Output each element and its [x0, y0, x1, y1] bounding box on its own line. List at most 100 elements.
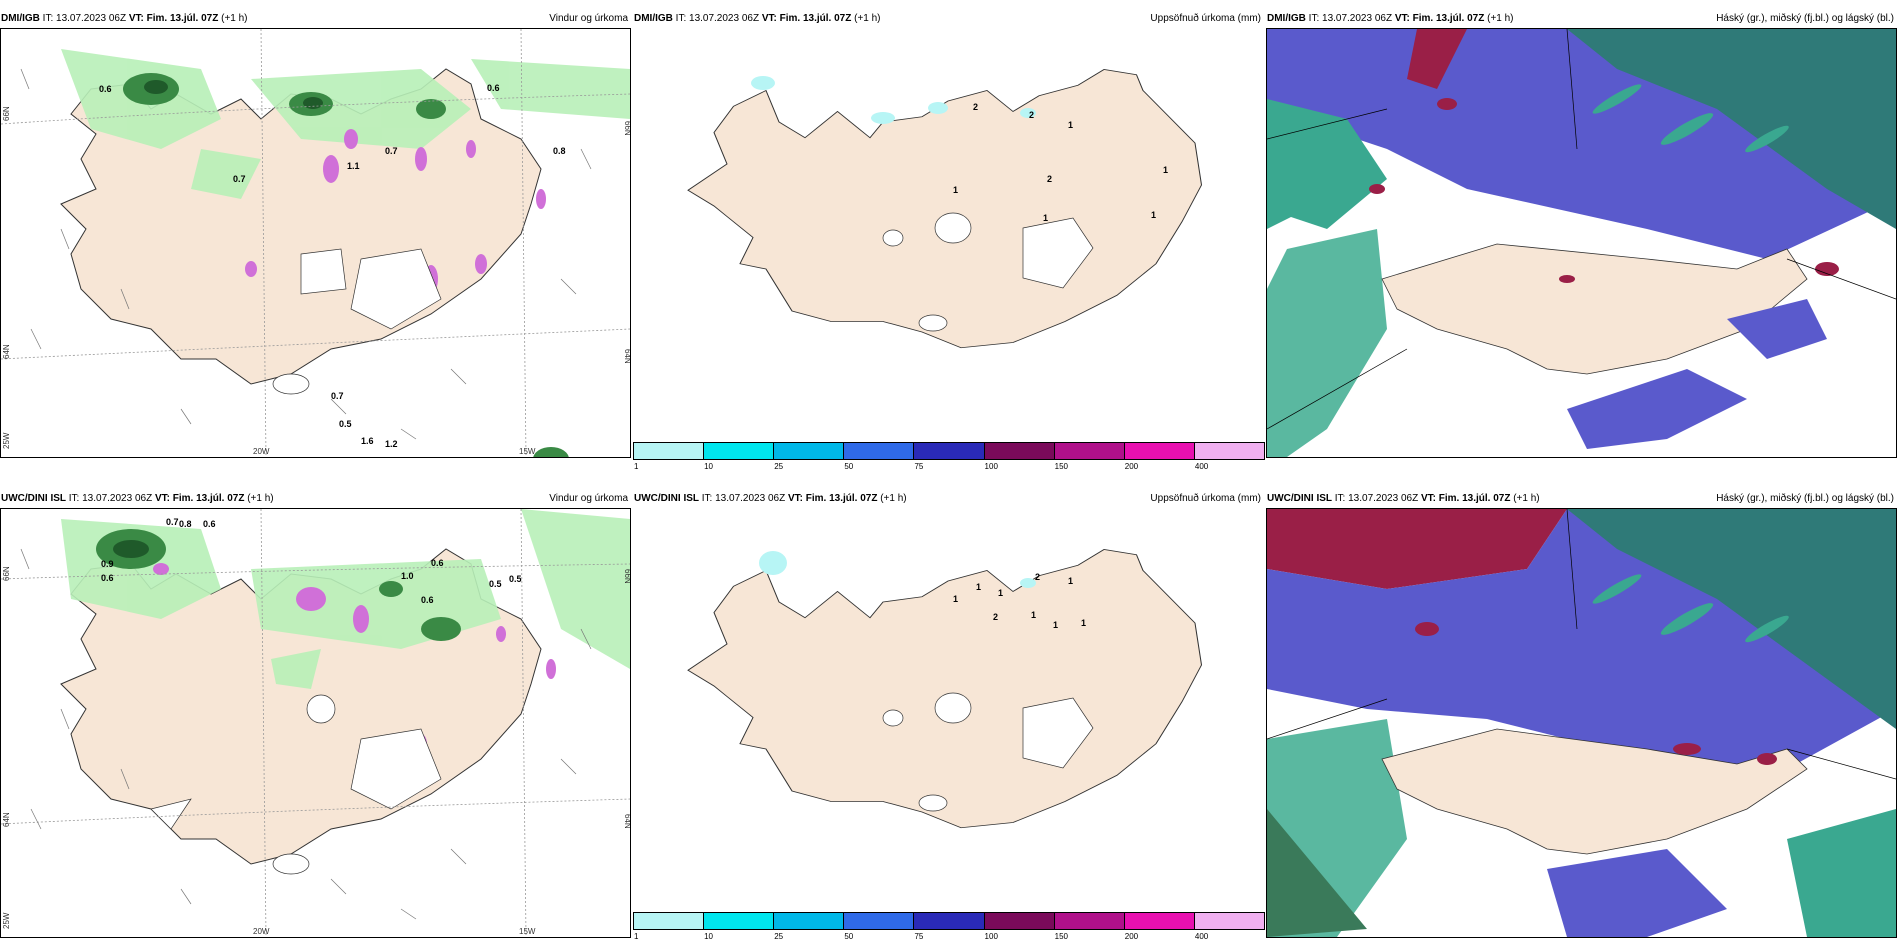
panel-header: DMI/IGB IT: 13.07.2023 06Z VT: Fim. 13.j…: [633, 10, 1264, 28]
precip-value: 0.7: [385, 146, 398, 156]
colorbar-tick: 200: [1124, 932, 1139, 941]
accum-value: 1: [1043, 213, 1048, 223]
init-time: IT: 13.07.2023 06Z: [68, 493, 153, 504]
panel-title: Vindur og úrkoma: [549, 13, 628, 24]
colorbar-swatch: [773, 442, 845, 460]
colorbar-swatch: [913, 912, 985, 930]
init-time: IT: 13.07.2023 06Z: [42, 13, 127, 24]
panel-header: UWC/DINI ISL IT: 13.07.2023 06Z VT: Fim.…: [1266, 490, 1897, 508]
valid-time: VT: Fim. 13.júl. 07Z: [1394, 13, 1485, 24]
accum-value: 1: [953, 594, 958, 604]
valid-time: VT: Fim. 13.júl. 07Z: [128, 13, 219, 24]
model-name: DMI/IGB: [1, 13, 40, 24]
precip-value: 0.6: [99, 84, 112, 94]
accum-value: 1: [998, 588, 1003, 598]
lon-label-25w: 25W: [2, 912, 11, 929]
precip-value: 0.7: [233, 174, 246, 184]
colorbar-tick: 150: [1054, 932, 1069, 941]
precip-value: 0.6: [487, 83, 500, 93]
panel-clouds-uwc: UWC/DINI ISL IT: 13.07.2023 06Z VT: Fim.…: [1266, 490, 1897, 950]
valid-time: VT: Fim. 13.júl. 07Z: [761, 13, 852, 24]
colorbar-tick: 75: [914, 462, 924, 471]
accum-value: 1: [1068, 120, 1073, 130]
accum-value: 1: [976, 582, 981, 592]
colorbar-tick: 150: [1054, 462, 1069, 471]
panel-title: Vindur og úrkoma: [549, 493, 628, 504]
colorbar-tick: 1: [634, 932, 639, 941]
lon-label-20w: 20W: [253, 447, 270, 456]
accum-value: 1: [1081, 618, 1086, 628]
precip-value: 0.6: [421, 595, 434, 605]
colorbar-tick: 50: [844, 462, 854, 471]
precip-value: 1.6: [361, 436, 374, 446]
precip-value: 0.5: [489, 579, 502, 589]
iceland-land: [687, 549, 1203, 829]
precip-value: 0.8: [179, 519, 192, 529]
colorbar-swatch: [1053, 442, 1125, 460]
accum-value: 1: [1053, 620, 1058, 630]
model-name: DMI/IGB: [1267, 13, 1306, 24]
precip-value: 0.5: [339, 419, 352, 429]
map-clouds[interactable]: [1266, 508, 1897, 938]
lon-label-15w: 15W: [519, 927, 536, 936]
colorbar-swatch: [913, 442, 985, 460]
colorbar-tick: 25: [774, 932, 784, 941]
colorbar-tick: 50: [844, 932, 854, 941]
valid-time: VT: Fim. 13.júl. 07Z: [787, 493, 878, 504]
map-accum-precip[interactable]: 2 1 1 1 1 2 1 1 1: [633, 508, 1264, 918]
accum-value: 1: [1163, 165, 1168, 175]
lat-label-66n: 66N: [2, 566, 11, 581]
panel-accum-precip-uwc: UWC/DINI ISL IT: 13.07.2023 06Z VT: Fim.…: [633, 490, 1265, 950]
init-time: IT: 13.07.2023 06Z: [701, 493, 786, 504]
panel-header: DMI/IGB IT: 13.07.2023 06Z VT: Fim. 13.j…: [1266, 10, 1897, 28]
colorbar-tick: 75: [914, 932, 924, 941]
colorbar-swatch: [983, 912, 1055, 930]
model-name: UWC/DINI ISL: [634, 493, 699, 504]
init-time: IT: 13.07.2023 06Z: [1334, 493, 1419, 504]
precip-value: 0.5: [509, 574, 522, 584]
colorbar-swatch: [843, 912, 915, 930]
precip-value: 0.7: [331, 391, 344, 401]
colorbar-tick: 200: [1124, 462, 1139, 471]
map-clouds[interactable]: [1266, 28, 1897, 458]
colorbar-tick: 400: [1194, 462, 1209, 471]
colorbar-swatch: [1193, 442, 1265, 460]
lead-time: (+1 h): [1513, 493, 1540, 504]
precip-value: 1.0: [401, 571, 414, 581]
lead-time: (+1 h): [247, 493, 274, 504]
model-name: UWC/DINI ISL: [1267, 493, 1332, 504]
colorbar-tick: 10: [704, 462, 714, 471]
panel-title: Háský (gr.), miðský (fj.bl.) og lágský (…: [1716, 493, 1894, 504]
lat-label-66n: 66N: [2, 106, 11, 121]
panel-title: Uppsöfnuð úrkoma (mm): [1150, 493, 1261, 504]
accum-value: 2: [973, 102, 978, 112]
accum-value: 1: [1151, 210, 1156, 220]
colorbar-swatch: [983, 442, 1055, 460]
panel-wind-precip-dmi: DMI/IGB IT: 13.07.2023 06Z VT: Fim. 13.j…: [0, 10, 631, 470]
lead-time: (+1 h): [221, 13, 248, 24]
model-name: UWC/DINI ISL: [1, 493, 66, 504]
lon-label-25w: 25W: [2, 432, 11, 449]
lat-label-64n-right: 64N: [623, 349, 630, 364]
accum-value: 2: [993, 612, 998, 622]
panel-header: UWC/DINI ISL IT: 13.07.2023 06Z VT: Fim.…: [633, 490, 1264, 508]
precip-value: 0.6: [101, 573, 114, 583]
colorbar-swatch: [1053, 912, 1125, 930]
map-accum-precip[interactable]: 2 2 1 2 1 1 1 1: [633, 28, 1264, 438]
lead-time: (+1 h): [854, 13, 881, 24]
valid-time: VT: Fim. 13.júl. 07Z: [154, 493, 245, 504]
colorbar-swatch: [703, 442, 775, 460]
map-wind-precip[interactable]: 66N 64N 25W 20W 15W 66N 64N 0.6 0.6 0.7 …: [0, 28, 631, 458]
colorbar-tick: 10: [704, 932, 714, 941]
colorbar-tick: 1: [634, 462, 639, 471]
map-wind-precip[interactable]: 66N 64N 25W 20W 15W 66N 64N 0.7 0.8 0.6 …: [0, 508, 631, 938]
init-time: IT: 13.07.2023 06Z: [1308, 13, 1393, 24]
lat-label-66n-right: 66N: [623, 569, 630, 584]
panel-title: Uppsöfnuð úrkoma (mm): [1150, 13, 1261, 24]
precip-value: 0.9: [101, 559, 114, 569]
colorbar-swatch: [633, 912, 705, 930]
iceland-land: [687, 69, 1203, 349]
panel-wind-precip-uwc: UWC/DINI ISL IT: 13.07.2023 06Z VT: Fim.…: [0, 490, 631, 950]
init-time: IT: 13.07.2023 06Z: [675, 13, 760, 24]
panel-header: UWC/DINI ISL IT: 13.07.2023 06Z VT: Fim.…: [0, 490, 631, 508]
